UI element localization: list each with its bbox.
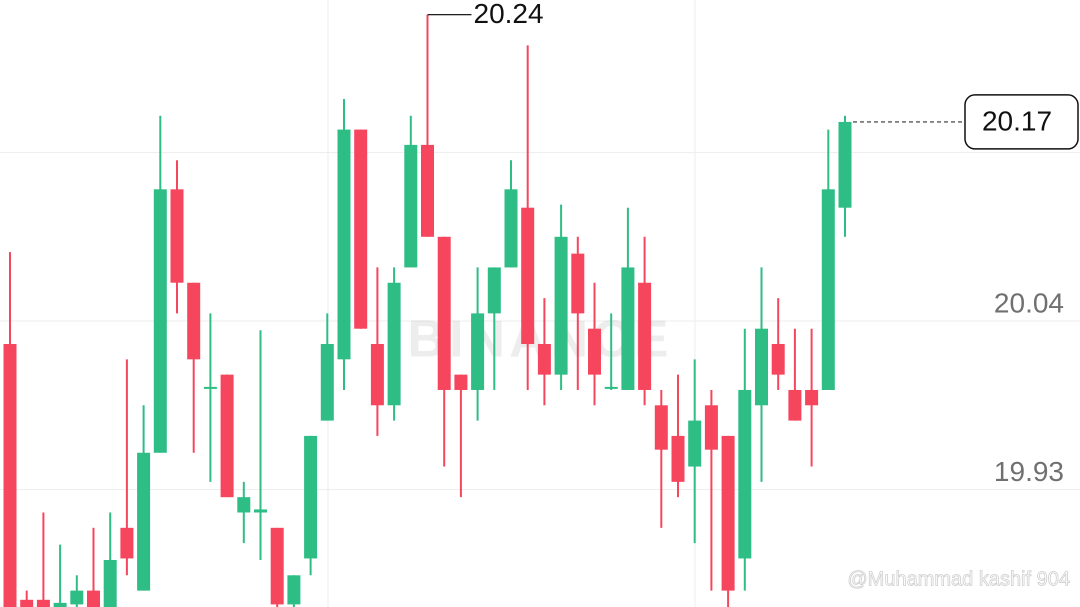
candle-body	[254, 509, 267, 513]
candle-body	[521, 207, 535, 345]
candle-body	[404, 144, 418, 268]
candle-body	[387, 282, 401, 406]
candle-body	[771, 344, 785, 375]
candle-body	[220, 374, 234, 498]
candle-body	[755, 328, 768, 406]
candle-body	[588, 328, 601, 375]
candle-body	[320, 344, 334, 421]
candle-body	[137, 452, 151, 591]
candle-body	[805, 389, 819, 406]
candle-body	[604, 386, 618, 389]
candle-body	[704, 405, 718, 450]
candle-body	[537, 344, 551, 375]
candle-body	[487, 267, 501, 314]
candle-body	[554, 236, 568, 375]
watermark-credit: @Muhammad kashif 904	[847, 568, 1070, 590]
candle-body	[36, 599, 50, 607]
last-price-label: 20.17	[982, 105, 1052, 136]
candle-body	[437, 236, 451, 390]
candle-body	[654, 405, 668, 450]
candle-body	[471, 313, 485, 390]
candle-body	[203, 386, 217, 389]
candle-body	[370, 344, 384, 406]
y-tick-label: 20.04	[994, 287, 1064, 318]
grid	[0, 152, 1080, 491]
candle-body	[638, 282, 652, 390]
candle-body	[721, 435, 735, 591]
candle-body	[20, 599, 34, 607]
candle-body	[671, 435, 685, 482]
candle-body	[304, 435, 318, 559]
candle-body	[821, 189, 835, 390]
candle-body	[187, 282, 201, 360]
candle-body	[270, 527, 284, 605]
candle-body	[738, 389, 752, 559]
candle-body	[87, 590, 100, 607]
candle-body	[504, 189, 518, 268]
candle-body	[70, 590, 84, 605]
candle-body	[421, 144, 434, 237]
candle-body	[287, 575, 301, 605]
candle-body	[53, 602, 67, 607]
candle-body	[688, 420, 702, 467]
high-marker-label: 20.24	[474, 0, 544, 29]
candle-body	[838, 121, 852, 208]
candle-body	[3, 344, 17, 607]
last-price-box	[964, 94, 1079, 150]
candle-body	[454, 374, 468, 390]
candle-body	[337, 129, 351, 360]
candle-body	[237, 497, 251, 513]
candles: 20.24	[3, 0, 852, 607]
candle-body	[103, 559, 117, 607]
candle-body	[571, 253, 585, 314]
candle-body	[621, 267, 635, 390]
candle-body	[153, 189, 167, 453]
candle-body	[120, 527, 134, 559]
y-tick-label: 19.93	[994, 456, 1064, 487]
candle-body	[170, 189, 184, 283]
candle-body	[354, 129, 368, 329]
candle-body	[788, 389, 802, 421]
